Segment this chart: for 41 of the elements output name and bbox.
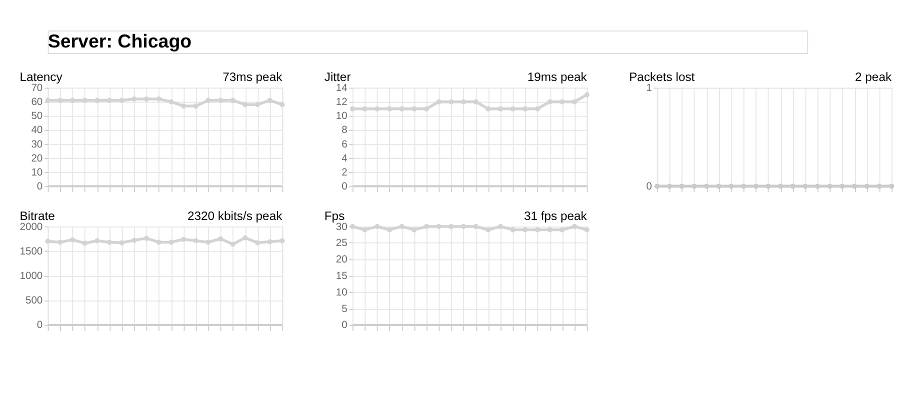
chart-title: Jitter [324, 70, 351, 84]
y-tick-label: 30 [336, 222, 348, 233]
y-tick-label: 25 [336, 238, 348, 250]
y-tick-label: 0 [342, 181, 348, 192]
y-tick-label: 0 [36, 181, 43, 192]
chart-subtitle: 73ms peak [222, 70, 284, 84]
y-tick-label: 50 [31, 111, 43, 122]
y-tick-label: 60 [31, 97, 43, 108]
y-tick-label: 6 [342, 139, 348, 150]
y-tick-label: 14 [336, 83, 348, 94]
chart-title: Packets lost [629, 70, 696, 84]
y-tick-label: 70 [31, 83, 43, 94]
y-tick-label: 20 [31, 153, 43, 164]
chart-title: Latency [20, 70, 64, 84]
y-tick-label: 2 [342, 167, 348, 178]
y-tick-label: 10 [336, 111, 348, 122]
y-tick-label: 10 [31, 167, 43, 178]
chart-title: Bitrate [20, 208, 56, 223]
y-tick-label: 20 [336, 254, 348, 266]
y-tick-label: 1000 [20, 270, 43, 282]
chart-subtitle: 31 fps peak [524, 208, 588, 223]
y-tick-label: 0 [646, 181, 652, 192]
y-tick-label: 10 [336, 287, 348, 298]
y-tick-label: 2000 [20, 222, 43, 233]
text: Server: Chicago [48, 30, 192, 52]
y-tick-label: 15 [336, 270, 348, 282]
y-tick-label: 12 [336, 97, 348, 108]
chart-subtitle: 2 peak [855, 70, 892, 84]
y-tick-label: 500 [25, 296, 43, 307]
chart-subtitle: 19ms peak [527, 70, 588, 84]
y-tick-label: 40 [31, 125, 43, 136]
y-tick-label: 4 [342, 153, 348, 164]
chart-subtitle: 2320 kbits/s peak [187, 208, 284, 223]
y-tick-label: 30 [31, 139, 43, 150]
y-tick-label: 8 [342, 125, 348, 136]
y-tick-label: 5 [342, 304, 348, 315]
y-tick-label: 1500 [20, 246, 43, 258]
chart-title: Fps [324, 208, 345, 223]
y-tick-label: 0 [342, 320, 348, 332]
y-tick-label: 1 [646, 83, 652, 94]
y-tick-label: 0 [36, 320, 43, 332]
